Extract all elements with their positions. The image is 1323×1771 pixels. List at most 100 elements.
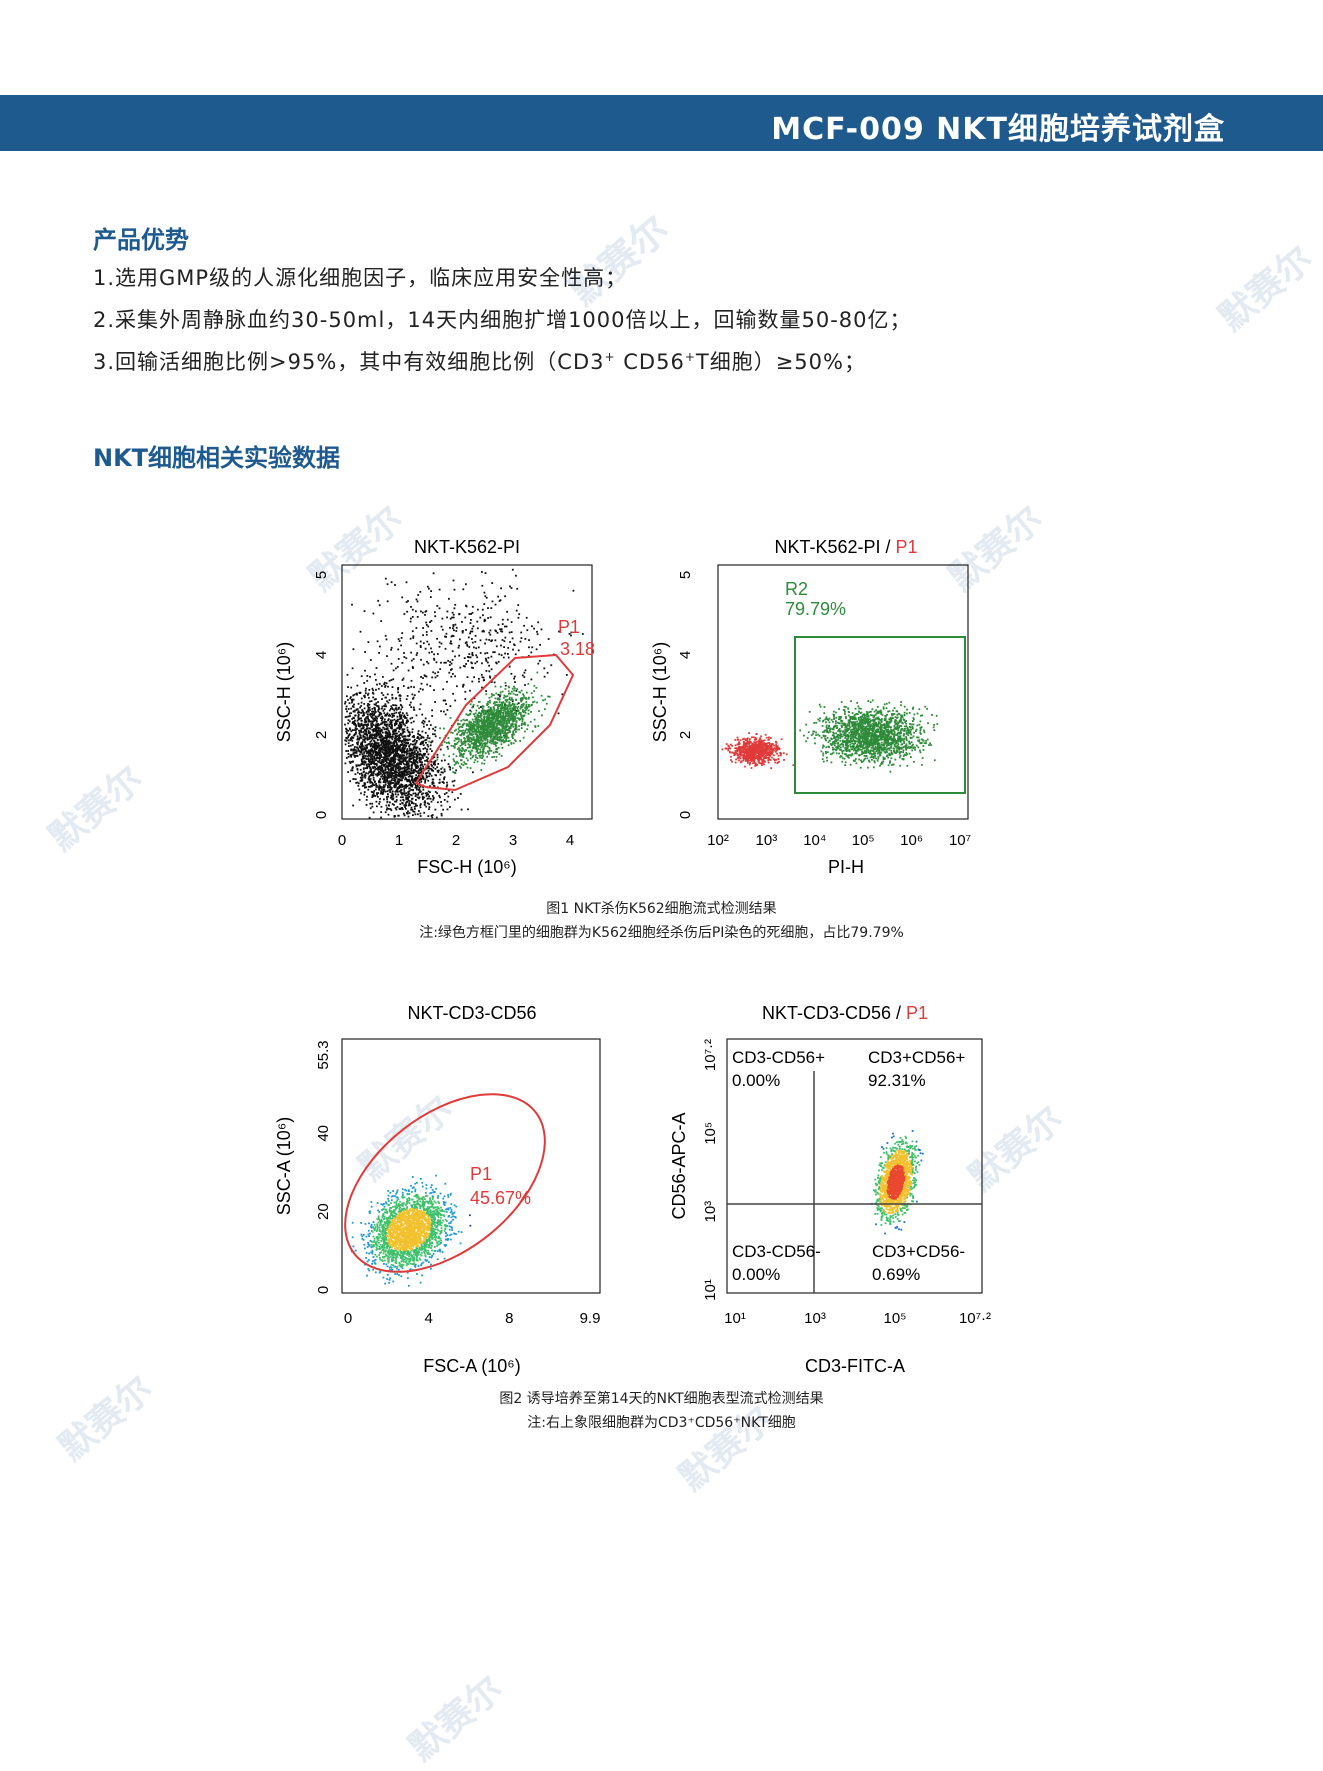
event-dot xyxy=(491,721,494,724)
event-dot xyxy=(418,796,421,799)
event-dot xyxy=(398,734,401,737)
event-dot xyxy=(377,743,380,745)
event-dot xyxy=(401,719,404,721)
event-dot xyxy=(379,792,382,795)
event-dot xyxy=(466,766,469,769)
event-dot xyxy=(345,728,348,731)
event-dot xyxy=(393,740,396,742)
event-dot xyxy=(368,765,371,768)
event-dot xyxy=(395,783,397,785)
gate-label: P1 xyxy=(558,617,580,637)
event-dot xyxy=(503,736,506,739)
event-dot xyxy=(431,783,434,785)
event-dot xyxy=(454,623,457,626)
event-dot xyxy=(486,661,489,664)
event-dot xyxy=(458,738,460,740)
event-dot xyxy=(520,700,523,703)
event-dot xyxy=(436,758,439,761)
event-dot xyxy=(363,739,366,742)
event-dot xyxy=(475,731,478,734)
event-dot xyxy=(483,726,486,728)
event-dot xyxy=(524,711,527,714)
event-dot xyxy=(512,712,514,715)
event-dot xyxy=(469,723,472,726)
event-dot xyxy=(504,652,506,655)
event-dot xyxy=(417,594,420,596)
event-dot xyxy=(775,740,777,743)
event-dot xyxy=(498,697,500,700)
event-dot xyxy=(347,686,349,688)
event-dot xyxy=(492,736,495,739)
event-dot xyxy=(502,707,505,709)
event-dot xyxy=(484,745,487,747)
event-dot xyxy=(462,665,465,667)
event-dot xyxy=(417,792,420,795)
event-dot xyxy=(482,679,485,682)
event-dot xyxy=(469,732,472,735)
event-dot xyxy=(450,642,453,645)
event-dot xyxy=(568,633,571,635)
event-dot xyxy=(429,596,432,598)
event-dot xyxy=(378,768,381,771)
event-dot xyxy=(372,746,375,749)
event-dot xyxy=(504,731,506,734)
event-dot xyxy=(455,743,458,745)
event-dot xyxy=(440,759,443,762)
event-dot xyxy=(433,659,436,661)
event-dot xyxy=(472,625,475,628)
event-dot xyxy=(491,582,494,584)
event-dot xyxy=(387,719,389,722)
event-dot xyxy=(429,797,432,800)
event-dot xyxy=(417,774,420,777)
event-dot xyxy=(412,696,415,699)
event-dot xyxy=(780,738,783,741)
event-dot xyxy=(440,710,442,713)
event-dot xyxy=(487,717,490,720)
event-dot xyxy=(411,776,413,779)
event-dot xyxy=(739,753,742,755)
event-dot xyxy=(495,734,497,737)
event-dot xyxy=(765,743,768,745)
event-dot xyxy=(418,757,421,760)
event-dot xyxy=(428,643,430,646)
event-dot xyxy=(470,732,473,735)
event-dot xyxy=(377,753,380,756)
event-dot xyxy=(479,731,481,734)
event-dot xyxy=(377,599,380,602)
event-dot xyxy=(413,709,416,711)
event-dot xyxy=(528,639,530,641)
event-dot xyxy=(412,752,414,755)
event-dot xyxy=(363,757,365,760)
event-dot xyxy=(507,685,510,688)
event-dot xyxy=(354,714,357,717)
event-dot xyxy=(485,658,487,661)
event-dot xyxy=(459,744,462,747)
event-dot xyxy=(398,754,400,756)
event-dot xyxy=(445,636,447,638)
event-dot xyxy=(453,760,455,762)
event-dot xyxy=(476,620,479,623)
event-dot xyxy=(488,709,490,712)
event-dot xyxy=(761,764,763,766)
event-dot xyxy=(478,700,481,703)
event-dot xyxy=(504,688,507,690)
event-dot xyxy=(470,619,472,621)
event-dot xyxy=(750,757,753,760)
event-dot xyxy=(351,603,353,606)
event-dot xyxy=(753,753,756,756)
event-dot xyxy=(364,692,367,695)
event-dot xyxy=(473,761,476,764)
event-dot xyxy=(457,719,459,722)
event-dot xyxy=(505,739,507,741)
event-dot xyxy=(384,703,387,706)
event-dot xyxy=(410,751,413,754)
event-dot xyxy=(775,744,777,746)
event-dot xyxy=(523,714,526,717)
event-dot xyxy=(392,765,395,768)
event-dot xyxy=(530,678,533,681)
event-dot xyxy=(473,739,476,741)
event-dot xyxy=(424,731,427,734)
event-dot xyxy=(528,646,530,649)
event-dot xyxy=(420,610,422,613)
event-dot xyxy=(509,641,511,643)
